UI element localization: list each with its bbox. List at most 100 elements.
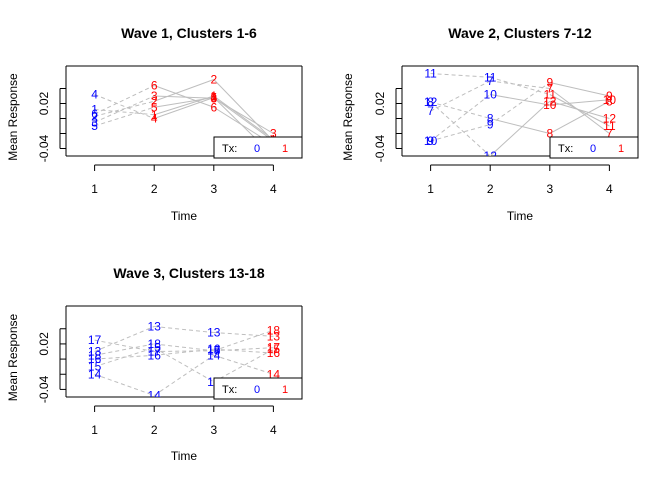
series-5-segment <box>213 97 274 142</box>
series-16-segment <box>94 354 155 360</box>
x-axis-label: Time <box>171 449 198 463</box>
x-tick-label: 3 <box>210 423 217 437</box>
series-14-segment <box>213 354 274 375</box>
series-2-segment <box>94 100 155 117</box>
y-tick-label: 0.02 <box>37 332 51 356</box>
point-label-10: 10 <box>484 88 498 102</box>
x-tick-label: 3 <box>546 182 553 196</box>
chart-panel-3: Wave 3, Clusters 13-18 -0.04 0.02 1 2 3 4 Time M… <box>6 265 303 463</box>
point-label-17: 17 <box>207 344 221 358</box>
point-label-8: 8 <box>427 95 434 109</box>
point-label-18: 18 <box>267 323 281 337</box>
point-label-15: 15 <box>148 341 162 355</box>
point-label-12: 12 <box>484 149 498 163</box>
series-6-segment <box>154 85 214 108</box>
y-axis-label: Mean Response <box>6 313 20 401</box>
point-label-14: 14 <box>148 388 162 402</box>
chart-title: Wave 2, Clusters 7-12 <box>448 25 592 41</box>
point-label-17: 17 <box>267 341 281 355</box>
series-3-segment <box>154 95 214 99</box>
series-2-segment <box>154 79 214 102</box>
point-label-3: 3 <box>270 127 277 141</box>
point-label-12: 12 <box>543 94 557 108</box>
chart-panel-2: Wave 2, Clusters 7-12-0.040.021 2 3 4TimeMe… <box>341 25 639 223</box>
point-label-11: 11 <box>424 67 437 81</box>
point-label-15: 15 <box>88 360 102 374</box>
point-label-5: 5 <box>210 91 217 105</box>
point-label-11: 11 <box>544 88 557 102</box>
y-axis-label: Mean Response <box>6 73 20 161</box>
point-label-1: 1 <box>210 89 217 103</box>
series-9-segment <box>549 82 610 97</box>
point-label-13: 13 <box>207 326 221 340</box>
x-tick-label: 2 <box>151 182 158 196</box>
point-label-14: 14 <box>88 367 102 381</box>
series-5-segment <box>94 106 155 127</box>
point-label-16: 16 <box>88 352 102 366</box>
series-4-segment <box>154 97 214 119</box>
series-13-segment <box>94 326 155 352</box>
point-label-16: 16 <box>207 342 221 356</box>
point-label-10: 10 <box>603 93 617 107</box>
series-9-segment <box>430 124 491 142</box>
series-3-segment <box>94 95 155 123</box>
legend-entry-1: 1 <box>282 384 288 396</box>
point-label-9: 9 <box>546 76 553 90</box>
point-label-13: 13 <box>148 319 162 333</box>
series-8-segment <box>430 101 491 119</box>
point-label-1: 1 <box>91 103 98 117</box>
series-14-segment <box>94 373 155 396</box>
chart-panel-1: Wave 1, Clusters 1-6-0.040.021 2 3 4TimeMea… <box>6 25 303 223</box>
series-18-segment <box>154 343 214 352</box>
series-12-segment <box>489 100 551 156</box>
y-tick-label: 0.02 <box>373 91 387 115</box>
point-label-14: 14 <box>207 348 221 362</box>
point-label-5: 5 <box>151 100 158 114</box>
point-label-10: 10 <box>543 98 557 112</box>
series-4-segment <box>94 94 155 119</box>
series-1-segment <box>213 95 274 140</box>
point-label-16: 16 <box>267 346 281 360</box>
series-13-segment <box>213 332 274 337</box>
series-10-segment <box>490 94 550 106</box>
legend-box <box>213 377 303 400</box>
point-label-7: 7 <box>427 104 434 118</box>
series-7-segment <box>430 80 491 112</box>
series-8-segment <box>549 100 610 134</box>
point-label-12: 12 <box>603 112 617 126</box>
series-15-segment <box>213 348 274 383</box>
legend-box <box>213 136 303 159</box>
series-10-segment <box>430 94 491 142</box>
x-tick-label: 4 <box>270 423 277 437</box>
series-11-segment <box>430 73 491 78</box>
series-11-segment <box>490 76 550 95</box>
legend-title: Tx: <box>558 143 573 155</box>
point-label-16: 16 <box>148 348 162 362</box>
series-7-segment <box>549 88 610 134</box>
point-label-4: 4 <box>91 88 98 102</box>
point-label-2: 2 <box>210 73 217 87</box>
legend-box <box>549 136 639 159</box>
point-label-11: 11 <box>484 70 497 84</box>
series-3-segment <box>213 97 274 134</box>
series-16-segment <box>154 348 214 356</box>
point-label-2: 2 <box>151 94 158 108</box>
legend-entry-0: 0 <box>254 384 260 396</box>
point-label-2: 2 <box>91 109 98 123</box>
point-label-13: 13 <box>267 329 281 343</box>
series-7-segment <box>490 80 550 89</box>
y-axis-label: Mean Response <box>341 73 355 161</box>
legend-entry-1: 1 <box>618 143 624 155</box>
x-tick-label: 3 <box>210 182 217 196</box>
point-label-9: 9 <box>606 89 613 103</box>
x-axis-label: Time <box>171 209 198 223</box>
point-label-6: 6 <box>151 79 158 93</box>
point-label-8: 8 <box>606 94 613 108</box>
point-label-18: 18 <box>148 337 162 351</box>
series-15-segment <box>153 347 215 383</box>
series-8-segment <box>490 118 550 134</box>
point-label-18: 18 <box>88 348 102 362</box>
x-tick-label: 4 <box>270 182 277 196</box>
